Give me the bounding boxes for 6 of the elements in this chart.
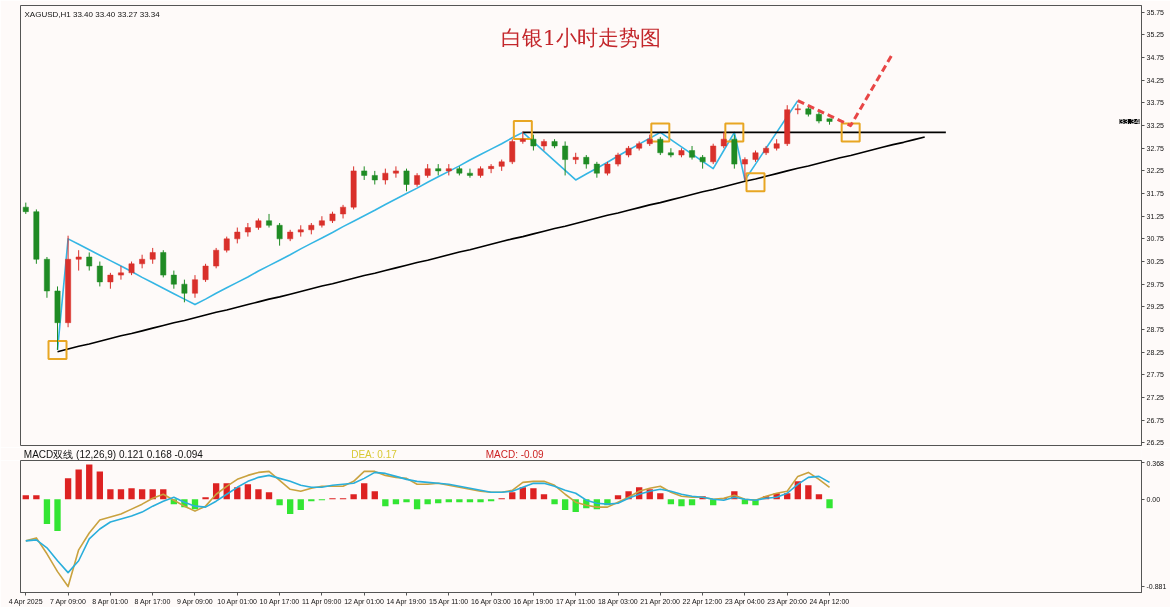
text: DEA: 0.17 [351, 448, 398, 460]
text: MACD: -0.09 [485, 448, 544, 460]
annotation: 33.34 [1119, 117, 1141, 126]
text: 白银1小时走势图 [500, 25, 662, 50]
text: XAGUSD,H1 33.40 33.40 33.27 33.34 [24, 9, 161, 19]
chart-title: MACD双线 (12,26,9) 0.121 0.168 -0.094 [23, 448, 204, 460]
